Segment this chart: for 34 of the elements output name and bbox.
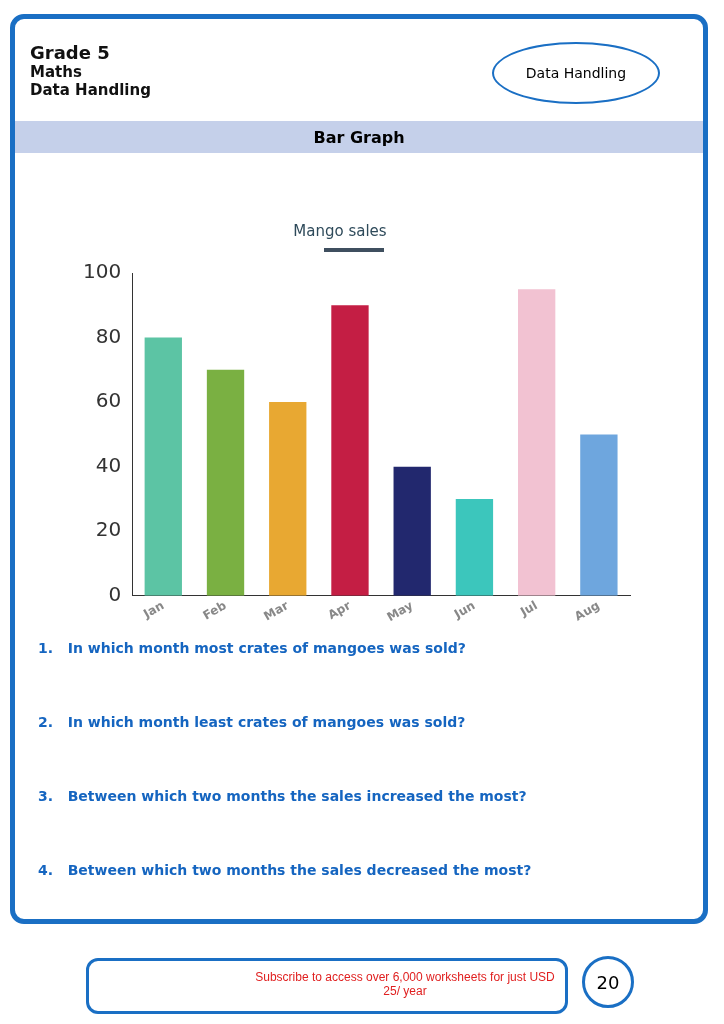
text: 20 <box>582 956 634 1008</box>
text: Maths <box>30 63 83 81</box>
y-tick-label: 0 <box>108 581 122 606</box>
text: 3. Between which two months the sales increased the most? <box>38 788 527 804</box>
x-tick-label: Apr <box>325 598 354 623</box>
bar <box>455 498 494 596</box>
bar <box>331 305 369 596</box>
text: Grade 5 <box>30 42 111 63</box>
x-tick-label: Mar <box>261 598 291 624</box>
y-tick-label: 100 <box>82 259 122 284</box>
x-tick-label: Jan <box>140 598 167 622</box>
bar <box>206 369 245 596</box>
text: 2. In which month least crates of mangoes was sold? <box>38 714 466 730</box>
y-tick-label: 60 <box>95 388 122 413</box>
x-tick-label: Jun <box>450 598 478 622</box>
text: 1. In which month most crates of mangoes was sold? <box>38 640 466 656</box>
y-tick-label: 80 <box>95 323 122 348</box>
y-tick-label: 20 <box>95 517 122 542</box>
text: Data Handling <box>30 81 151 99</box>
chart-subtitle: Mango sales <box>292 222 388 240</box>
bar <box>580 434 618 596</box>
y-tick-label: 40 <box>95 452 122 477</box>
x-tick-label: May <box>384 598 416 625</box>
bar <box>269 402 307 596</box>
text: 4. Between which two months the sales decreased the most? <box>38 862 532 878</box>
bar <box>517 289 556 596</box>
bar <box>144 337 182 596</box>
x-tick-label: Jul <box>517 598 540 620</box>
x-tick-label: Aug <box>572 598 602 624</box>
text: Bar Graph <box>15 121 703 153</box>
text: Subscribe to access over 6,000 worksheets for just USD 25/ year <box>254 970 556 998</box>
text: Data Handling <box>492 42 660 104</box>
x-tick-label: Feb <box>200 598 229 623</box>
bar <box>393 466 431 596</box>
